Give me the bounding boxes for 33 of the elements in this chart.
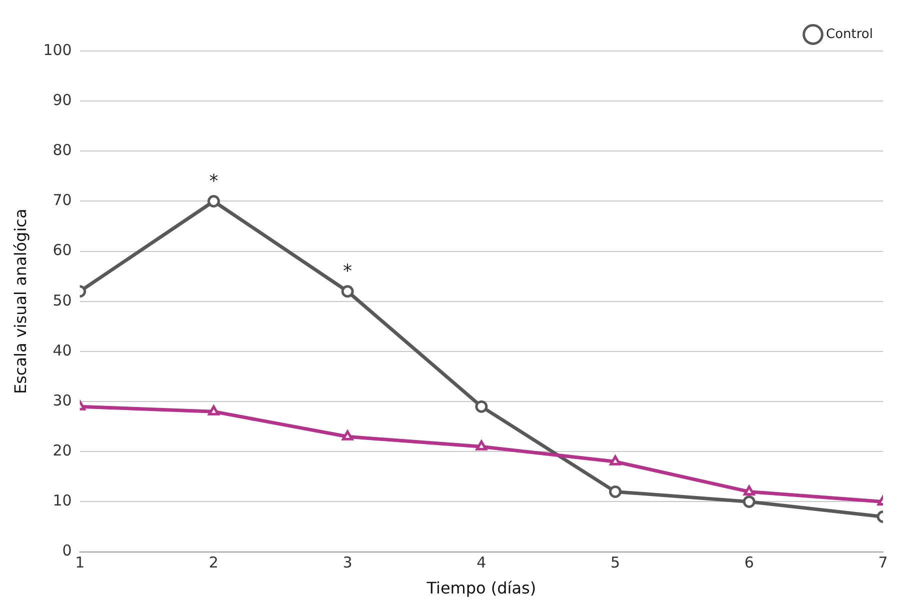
y-tick-label: 80 [52, 141, 72, 160]
legend-label: Control [826, 26, 874, 42]
x-tick-label: 1 [75, 554, 85, 572]
y-tick-label: 20 [52, 442, 72, 460]
point [744, 485, 755, 496]
y-tick-label: 50 [52, 291, 72, 310]
point [207, 194, 220, 208]
annotation: * [343, 261, 352, 282]
x-tick-label: 7 [878, 554, 888, 572]
point [341, 285, 354, 298]
point [475, 400, 488, 413]
annotation: * [209, 170, 218, 192]
y-tick-label: 100 [43, 40, 72, 59]
y-tick-label: 60 [52, 241, 72, 260]
point [609, 485, 622, 498]
y-tick-label: 30 [52, 391, 72, 410]
point [610, 455, 621, 466]
y-tick-label: 70 [52, 191, 72, 210]
point [742, 495, 756, 508]
y-tick-label: 0 [62, 542, 72, 560]
x-tick-label: 6 [744, 554, 754, 572]
x-tick-label: 5 [610, 554, 620, 572]
y-tick-label: 90 [52, 90, 72, 109]
point [476, 440, 487, 450]
y-tick-label: 10 [52, 492, 72, 510]
x-axis-title: Tiempo (días) [426, 578, 536, 598]
x-tick-label: 4 [476, 554, 486, 572]
point [342, 430, 354, 440]
x-tick-label: 2 [208, 554, 218, 572]
y-tick-label: 40 [52, 341, 72, 360]
point [208, 405, 220, 416]
x-tick-label: 3 [342, 554, 352, 572]
y-axis-title: Escala visual analógica [10, 208, 30, 394]
